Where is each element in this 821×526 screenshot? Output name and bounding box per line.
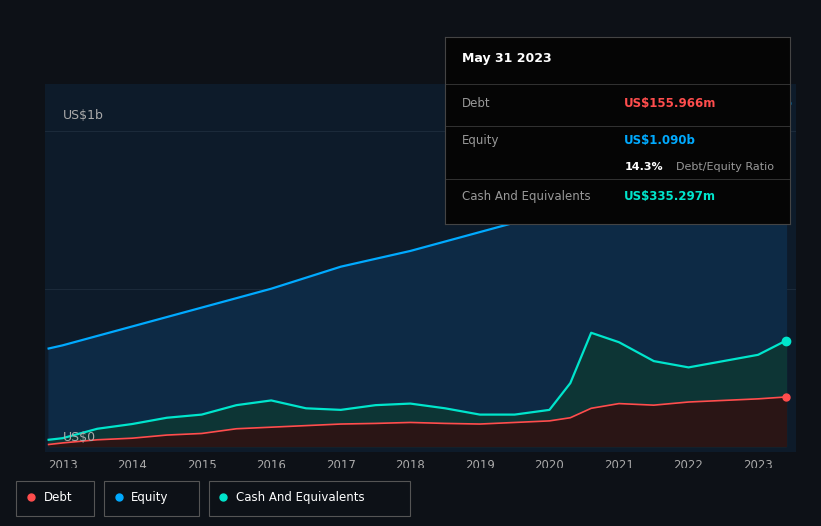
Text: US$0: US$0	[62, 431, 96, 444]
Text: 14.3%: 14.3%	[624, 162, 663, 172]
Text: Cash And Equivalents: Cash And Equivalents	[236, 491, 365, 503]
Text: Equity: Equity	[131, 491, 169, 503]
Text: Cash And Equivalents: Cash And Equivalents	[462, 190, 591, 203]
Text: May 31 2023: May 31 2023	[462, 52, 552, 65]
Text: US$1.090b: US$1.090b	[624, 134, 696, 147]
Text: Debt: Debt	[44, 491, 72, 503]
Text: Equity: Equity	[462, 134, 500, 147]
Text: US$1b: US$1b	[62, 109, 103, 122]
Text: US$335.297m: US$335.297m	[624, 190, 716, 203]
Text: Debt: Debt	[462, 97, 491, 109]
Text: US$155.966m: US$155.966m	[624, 97, 717, 109]
Text: Debt/Equity Ratio: Debt/Equity Ratio	[676, 162, 774, 172]
